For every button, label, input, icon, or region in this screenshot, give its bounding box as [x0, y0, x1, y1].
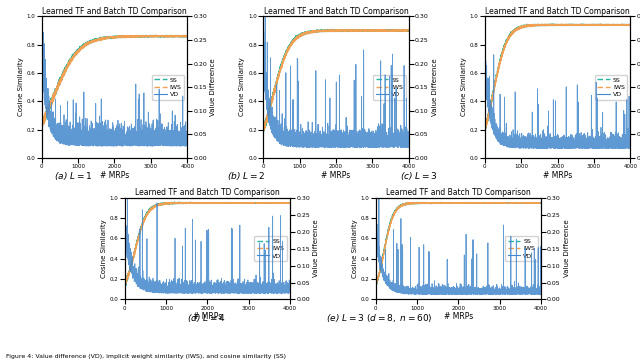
Legend: SS, IWS, VD: SS, IWS, VD: [595, 75, 627, 99]
X-axis label: # MRPs: # MRPs: [321, 171, 351, 180]
Text: (c) $L = 3$: (c) $L = 3$: [400, 170, 438, 182]
X-axis label: # MRPs: # MRPs: [543, 171, 572, 180]
X-axis label: # MRPs: # MRPs: [444, 312, 473, 321]
Text: (a) $L = 1$: (a) $L = 1$: [54, 170, 93, 182]
Y-axis label: Value Difference: Value Difference: [564, 220, 570, 277]
Text: (d) $L = 4$: (d) $L = 4$: [187, 311, 225, 324]
Y-axis label: Value Difference: Value Difference: [210, 58, 216, 116]
Title: Learned TF and Batch TD Comparison: Learned TF and Batch TD Comparison: [386, 188, 531, 197]
Y-axis label: Cosine Similarity: Cosine Similarity: [18, 58, 24, 117]
X-axis label: # MRPs: # MRPs: [193, 312, 222, 321]
Text: (e) $L = 3$ $(d=8,\ n=60)$: (e) $L = 3$ $(d=8,\ n=60)$: [326, 311, 432, 324]
Title: Learned TF and Batch TD Comparison: Learned TF and Batch TD Comparison: [42, 7, 187, 16]
Legend: SS, IWS, VD: SS, IWS, VD: [373, 75, 406, 99]
Legend: SS, IWS, VD: SS, IWS, VD: [152, 75, 184, 99]
Legend: SS, IWS, VD: SS, IWS, VD: [505, 236, 538, 261]
Title: Learned TF and Batch TD Comparison: Learned TF and Batch TD Comparison: [485, 7, 630, 16]
Y-axis label: Value Difference: Value Difference: [313, 220, 319, 277]
Text: (b) $L = 2$: (b) $L = 2$: [227, 170, 266, 182]
Y-axis label: Cosine Similarity: Cosine Similarity: [352, 219, 358, 278]
Y-axis label: Value Difference: Value Difference: [431, 58, 438, 116]
Title: Learned TF and Batch TD Comparison: Learned TF and Batch TD Comparison: [135, 188, 280, 197]
Y-axis label: Cosine Similarity: Cosine Similarity: [239, 58, 245, 117]
Title: Learned TF and Batch TD Comparison: Learned TF and Batch TD Comparison: [264, 7, 408, 16]
X-axis label: # MRPs: # MRPs: [100, 171, 129, 180]
Legend: SS, IWS, VD: SS, IWS, VD: [254, 236, 287, 261]
Y-axis label: Cosine Similarity: Cosine Similarity: [461, 58, 467, 117]
Y-axis label: Cosine Similarity: Cosine Similarity: [101, 219, 107, 278]
Text: Figure 4: Value difference (VD), implicit weight similarity (IWS), and cosine si: Figure 4: Value difference (VD), implici…: [6, 354, 287, 359]
